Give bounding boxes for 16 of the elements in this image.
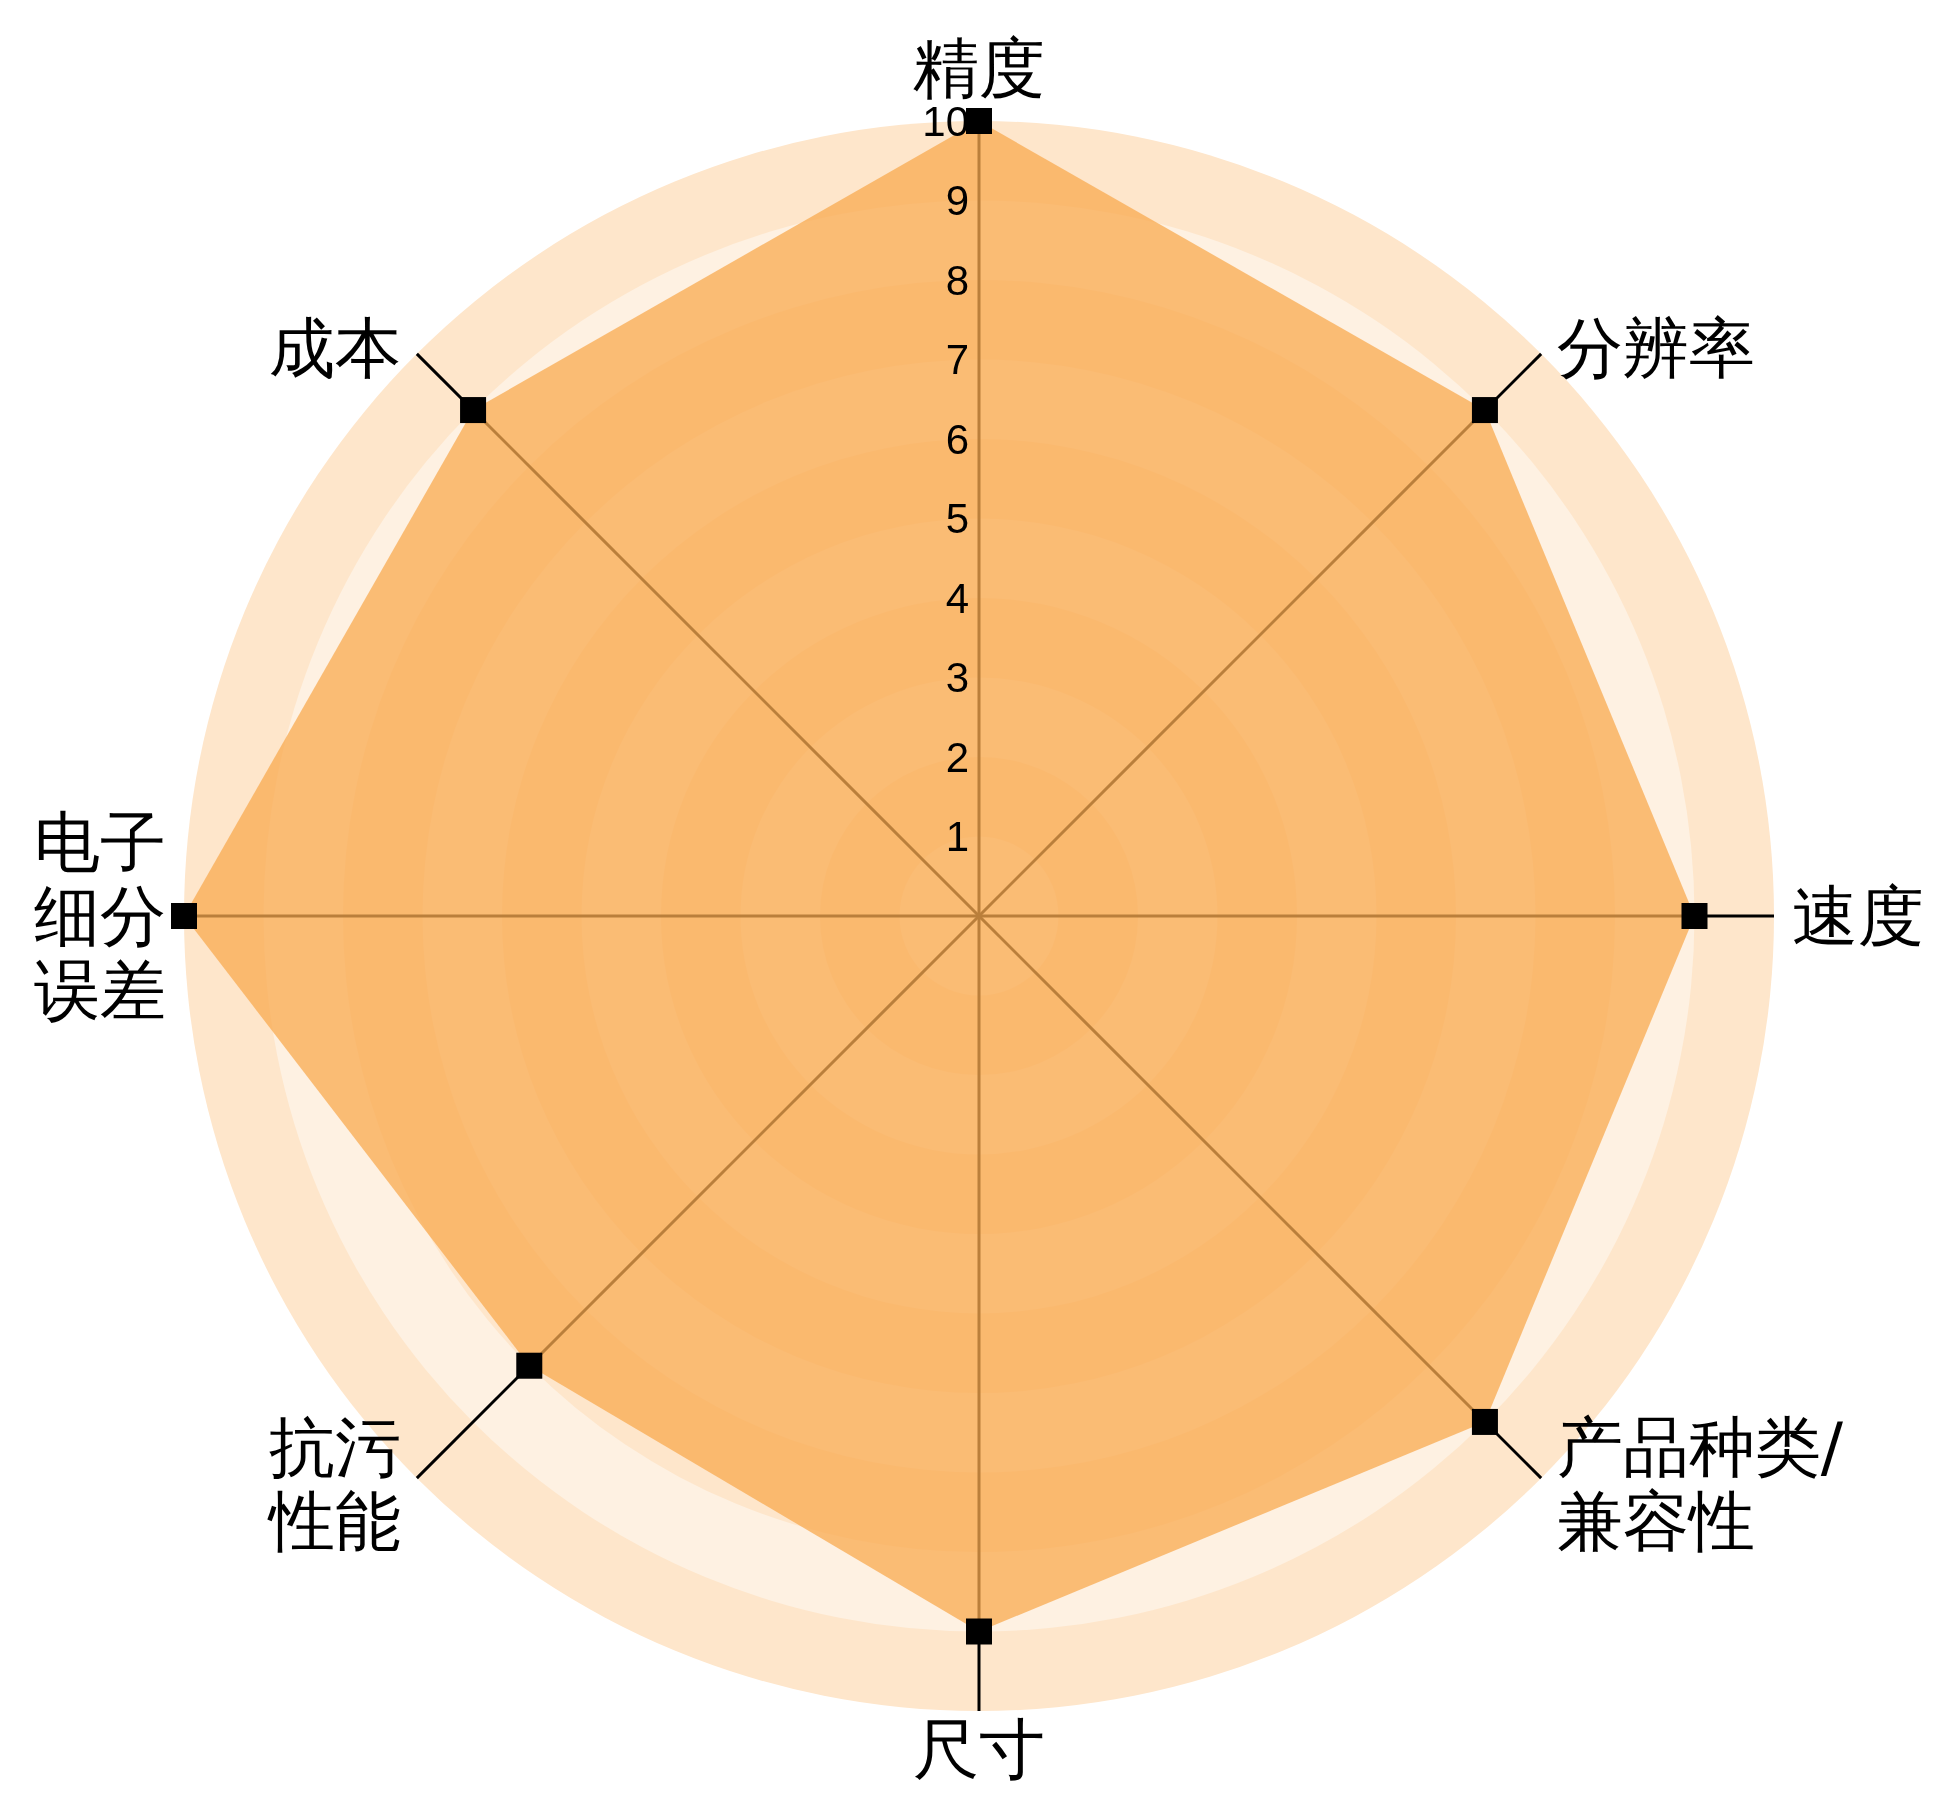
spoke-label: 速度 bbox=[1792, 877, 1924, 955]
y-tick-label: 1 bbox=[945, 813, 969, 860]
y-tick-label: 8 bbox=[945, 256, 969, 304]
spoke-label: 电子细分误差 bbox=[34, 803, 166, 1029]
y-tick-label: 5 bbox=[945, 495, 969, 542]
spoke-label: 成本 bbox=[269, 309, 402, 387]
y-tick-label: 4 bbox=[945, 574, 969, 622]
y-tick-label: 2 bbox=[945, 733, 969, 781]
y-tick-label: 9 bbox=[945, 177, 969, 224]
spoke-label: 抗污性能 bbox=[267, 1408, 402, 1560]
spoke-label: 分辨率 bbox=[1556, 309, 1755, 387]
spoke-label: 尺寸 bbox=[913, 1710, 1045, 1788]
y-tick-label: 6 bbox=[945, 415, 969, 463]
y-tick-label: 7 bbox=[945, 336, 969, 383]
y-tick-label: 3 bbox=[945, 654, 969, 701]
spoke-label: 产品种类/兼容性 bbox=[1556, 1408, 1844, 1560]
